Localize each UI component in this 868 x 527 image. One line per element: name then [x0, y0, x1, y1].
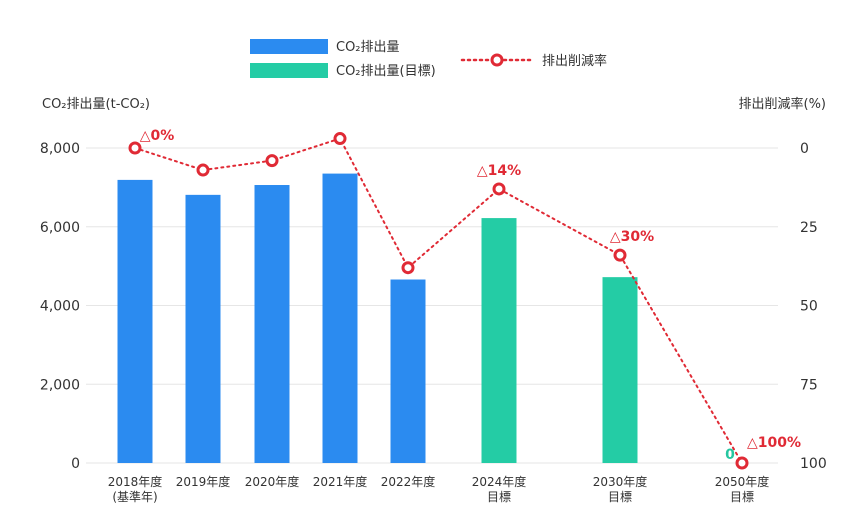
- data-label: 0: [725, 447, 735, 463]
- legend: CO₂排出量 CO₂排出量(目標) 排出削減率: [250, 39, 607, 79]
- reduction-rate-marker: [401, 261, 415, 275]
- reduction-rate-line: [134, 137, 743, 464]
- reduction-rate-marker: [613, 248, 627, 262]
- bars: [117, 173, 638, 464]
- y-left-tick-label: 6,000: [40, 220, 80, 236]
- data-label: △30%: [610, 229, 654, 245]
- y-left-tick-label: 0: [71, 456, 80, 472]
- x-tick-label: 2022年度: [381, 474, 436, 489]
- y-left-axis-title: CO₂排出量(t-CO₂): [42, 97, 150, 112]
- bar-actual: [390, 279, 426, 463]
- y-right-tick-label: 100: [800, 456, 827, 472]
- y-left-tick-label: 2,000: [40, 377, 80, 393]
- reduction-rate-marker: [735, 456, 749, 470]
- axes: CO₂排出量(t-CO₂) 排出削減率(%) 0 2,000 4,000 6,000 8…: [40, 96, 827, 504]
- x-tick-label: 目標: [730, 490, 754, 504]
- bar-target: [481, 218, 517, 463]
- reduction-rate-marker: [265, 154, 279, 168]
- x-tick-label: 2018年度: [108, 474, 163, 489]
- x-tick-label: 2019年度: [176, 474, 231, 489]
- reduction-rate-marker: [196, 163, 210, 177]
- y-right-tick-label: 0: [800, 141, 809, 157]
- x-tick-label: 目標: [487, 490, 511, 504]
- data-label: △100%: [747, 435, 801, 451]
- x-tick-label: 2030年度: [593, 474, 648, 489]
- x-tick-label: 2024年度: [472, 474, 527, 489]
- y-left-tick-label: 8,000: [40, 141, 80, 157]
- bar-actual: [117, 179, 153, 464]
- y-right-tick-label: 50: [800, 299, 818, 315]
- reduction-rate-marker: [492, 182, 506, 196]
- legend-swatch-rate-marker: [490, 53, 504, 67]
- x-tick-label: 2020年度: [245, 474, 300, 489]
- data-labels: △0% △14% △30% △100% 0: [140, 128, 801, 463]
- x-tick-label: (基準年): [112, 489, 157, 504]
- data-label: △14%: [477, 163, 521, 179]
- x-tick-label: 2021年度: [313, 474, 368, 489]
- legend-label-target: CO₂排出量(目標): [336, 64, 436, 79]
- y-right-tick-label: 25: [800, 220, 818, 236]
- legend-label-actual: CO₂排出量: [336, 40, 400, 55]
- data-label: △0%: [140, 128, 175, 144]
- bar-actual: [254, 185, 290, 463]
- reduction-rate-marker: [128, 141, 142, 155]
- x-tick-label: 2050年度: [715, 474, 770, 489]
- legend-swatch-actual: [250, 39, 328, 54]
- y-right-tick-label: 75: [800, 377, 818, 393]
- legend-label-rate: 排出削減率: [542, 53, 607, 69]
- bar-actual: [185, 194, 221, 463]
- bar-actual: [322, 173, 358, 463]
- reduction-line: [128, 132, 749, 470]
- legend-swatch-target: [250, 63, 328, 78]
- x-tick-label: 目標: [608, 490, 632, 504]
- y-right-axis-title: 排出削減率(%): [739, 96, 827, 112]
- bar-target: [602, 277, 638, 463]
- reduction-rate-marker: [333, 132, 347, 146]
- y-left-tick-label: 4,000: [40, 299, 80, 315]
